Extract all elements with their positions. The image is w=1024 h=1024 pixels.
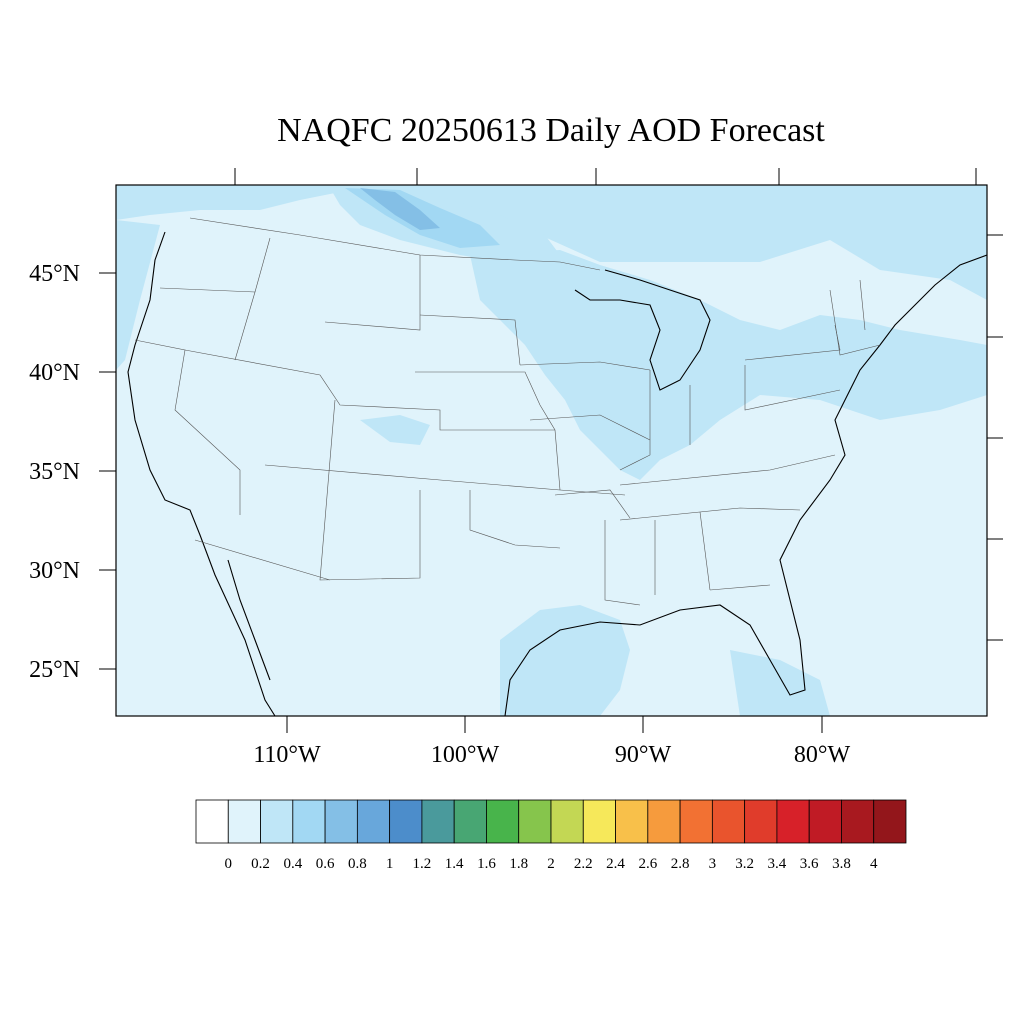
colorbar-swatch [453, 799, 487, 844]
colorbar-swatch [421, 799, 455, 844]
lon-label: 80°W [794, 742, 851, 768]
colorbar-label: 2.8 [671, 856, 690, 872]
colorbar-swatch [873, 799, 907, 844]
top-ticks [234, 168, 977, 185]
colorbar-swatch [647, 799, 681, 844]
colorbar-swatch [389, 799, 423, 844]
colorbar-label: 0 [225, 856, 233, 872]
colorbar-label: 1.4 [445, 856, 464, 872]
colorbar-label: 3.4 [768, 856, 787, 872]
colorbar-label: 2.6 [638, 856, 657, 872]
lon-label: 90°W [615, 742, 672, 768]
longitude-labels: 110°W 100°W 90°W 80°W [253, 742, 850, 768]
colorbar-label: 2.4 [606, 856, 625, 872]
colorbar-swatch [711, 799, 746, 844]
aod-region-florida-straits [730, 650, 830, 716]
colorbar-label: 3.6 [800, 856, 819, 872]
colorbar-swatch [518, 799, 552, 844]
colorbar-label: 0.4 [283, 856, 302, 872]
colorbar-label: 3.8 [832, 856, 851, 872]
lat-label: 40°N [29, 360, 80, 386]
aod-region-gulf [500, 605, 630, 716]
colorbar-swatch [324, 799, 358, 844]
colorbar-swatch [679, 799, 713, 844]
aod-region-colorado [360, 415, 430, 445]
map-frame [115, 184, 988, 717]
colorbar-swatch [776, 799, 810, 844]
colorbar-swatch [260, 799, 294, 844]
lat-label: 30°N [29, 558, 80, 584]
colorbar: 0 0.2 0.4 0.6 0.8 1 1.2 1.4 1.6 1.8 2 2.2 2.4 2.6 2.8 3… [195, 799, 907, 872]
coastline [127, 231, 987, 716]
colorbar-label: 0.6 [316, 856, 335, 872]
colorbar-swatch [550, 799, 584, 844]
aod-region-midwest [470, 250, 987, 480]
lon-label: 110°W [253, 742, 321, 768]
map-panel [116, 185, 987, 716]
colorbar-label: 3.2 [735, 856, 754, 872]
colorbar-swatch [292, 799, 326, 844]
colorbar-label: 1.6 [477, 856, 496, 872]
colorbar-label: 1 [386, 856, 394, 872]
colorbar-swatch [808, 799, 842, 844]
state-boundaries [134, 217, 881, 606]
colorbar-swatch [486, 799, 520, 844]
colorbar-swatch [195, 799, 229, 844]
lat-label: 25°N [29, 657, 80, 683]
aod-region-north-band [116, 185, 987, 300]
left-ticks [99, 272, 116, 670]
colorbar-label: 1.2 [413, 856, 432, 872]
aod-fields [116, 185, 987, 716]
colorbar-label: 1.8 [509, 856, 528, 872]
colorbar-swatch [356, 799, 391, 844]
colorbar-swatch [841, 799, 875, 844]
colorbar-swatch [744, 799, 778, 844]
colorbar-swatch [227, 799, 261, 844]
colorbar-swatch [582, 799, 616, 844]
lon-label: 100°W [431, 742, 500, 768]
colorbar-label: 4 [870, 856, 878, 872]
colorbar-swatch [615, 799, 649, 844]
lat-label: 45°N [29, 261, 80, 287]
colorbar-label: 2 [547, 856, 555, 872]
aod-region-pacific [116, 220, 160, 370]
colorbar-label: 3 [709, 856, 717, 872]
colorbar-label: 0.2 [251, 856, 270, 872]
lat-label: 35°N [29, 459, 80, 485]
colorbar-label: 2.2 [574, 856, 593, 872]
canada-border [189, 217, 601, 271]
right-ticks [987, 234, 1003, 641]
colorbar-label: 0.8 [348, 856, 367, 872]
aod-region-plume-peak [360, 188, 440, 230]
map-title: NAQFC 20250613 Daily AOD Forecast [277, 112, 825, 149]
latitude-labels: 45°N 40°N 35°N 30°N 25°N [29, 261, 80, 683]
bottom-ticks [286, 716, 823, 733]
